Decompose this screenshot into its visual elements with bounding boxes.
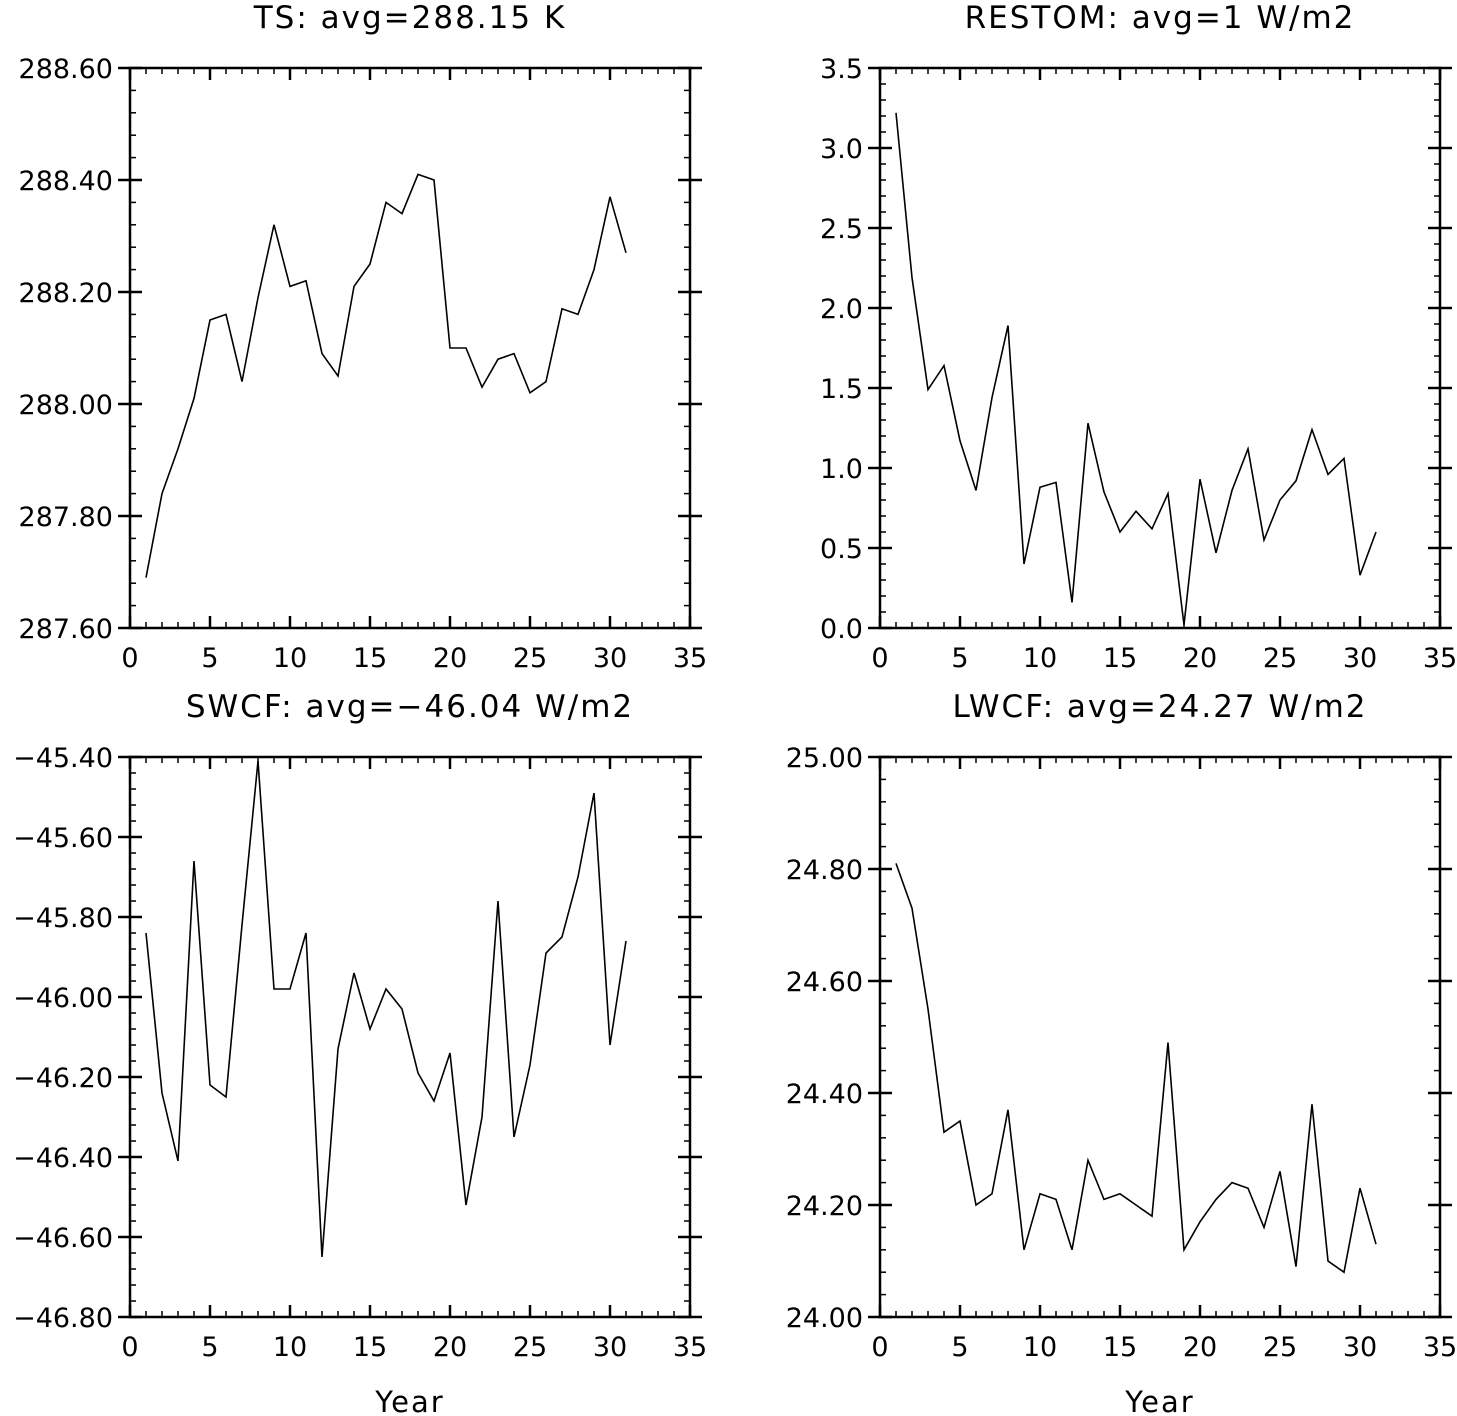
y-tick-label: 0.0 xyxy=(820,614,863,645)
x-tick-label: 25 xyxy=(513,643,547,674)
x-tick-label: 35 xyxy=(673,643,707,674)
y-tick-label: −45.60 xyxy=(13,823,113,854)
x-tick-label: 25 xyxy=(1263,643,1297,674)
x-tick-label: 5 xyxy=(951,643,968,674)
panel-swcf: SWCF: avg=−46.04 W/m2 0 5 10 15 20 25 30 35 −46.… xyxy=(13,689,707,1416)
y-tick-label: 24.20 xyxy=(786,1191,863,1222)
x-tick-label: 20 xyxy=(433,1332,467,1363)
series-line xyxy=(146,174,626,577)
x-tick-label: 5 xyxy=(201,643,218,674)
x-tick-label: 15 xyxy=(353,1332,387,1363)
x-tick-label: 30 xyxy=(1343,643,1377,674)
y-tick-label: −46.60 xyxy=(13,1223,113,1254)
series-line xyxy=(896,863,1376,1272)
x-tick-label: 10 xyxy=(1023,643,1057,674)
y-tick-label: 1.0 xyxy=(820,454,863,485)
y-tick-label: −46.20 xyxy=(13,1063,113,1094)
y-tick-label: −46.80 xyxy=(13,1303,113,1334)
plot-frame xyxy=(880,757,1440,1317)
x-tick-label: 35 xyxy=(1423,643,1457,674)
x-tick-label: 35 xyxy=(673,1332,707,1363)
y-tick-label: 0.5 xyxy=(820,534,863,565)
y-tick-label: 25.00 xyxy=(786,743,863,774)
plot-frame xyxy=(130,757,690,1317)
x-tick-label: 10 xyxy=(1023,1332,1057,1363)
x-tick-label: 30 xyxy=(593,643,627,674)
x-tick-label: 20 xyxy=(433,643,467,674)
panel-lwcf: LWCF: avg=24.27 W/m2 0 5 10 15 20 25 30 35 24.00… xyxy=(786,689,1457,1416)
x-tick-label: 0 xyxy=(871,1332,888,1363)
y-tick-label: 287.80 xyxy=(19,502,113,533)
y-tick-label: −46.40 xyxy=(13,1143,113,1174)
plot-frame xyxy=(130,68,690,628)
y-tick-label: 288.20 xyxy=(19,278,113,309)
panel-restom: RESTOM: avg=1 W/m2 0 5 10 15 20 25 30 35 0.0 0.5 1… xyxy=(820,0,1457,674)
panel-title: TS: avg=288.15 K xyxy=(253,0,567,36)
y-tick-label: 3.5 xyxy=(820,54,863,85)
y-tick-label: 288.40 xyxy=(19,166,113,197)
x-tick-label: 0 xyxy=(121,643,138,674)
x-tick-label: 30 xyxy=(1343,1332,1377,1363)
y-tick-label: 2.5 xyxy=(820,214,863,245)
x-tick-label: 25 xyxy=(1263,1332,1297,1363)
y-tick-label: 2.0 xyxy=(820,294,863,325)
x-tick-label: 25 xyxy=(513,1332,547,1363)
y-tick-label: 1.5 xyxy=(820,374,863,405)
y-tick-label: 3.0 xyxy=(820,134,863,165)
panel-title: RESTOM: avg=1 W/m2 xyxy=(965,0,1356,36)
x-tick-label: 20 xyxy=(1183,1332,1217,1363)
panel-ts: TS: avg=288.15 K 0 5 10 15 20 25 30 35 287.60 287… xyxy=(19,0,708,674)
x-tick-label: 5 xyxy=(951,1332,968,1363)
x-tick-label: 15 xyxy=(1103,1332,1137,1363)
y-tick-label: 288.00 xyxy=(19,390,113,421)
x-tick-label: 20 xyxy=(1183,643,1217,674)
y-tick-label: −45.40 xyxy=(13,743,113,774)
y-tick-label: −46.00 xyxy=(13,983,113,1014)
x-tick-label: 0 xyxy=(871,643,888,674)
x-tick-label: 35 xyxy=(1423,1332,1457,1363)
x-tick-label: 15 xyxy=(353,643,387,674)
panel-title: LWCF: avg=24.27 W/m2 xyxy=(952,689,1367,725)
y-tick-label: 24.80 xyxy=(786,855,863,886)
series-line xyxy=(146,761,626,1257)
y-tick-label: 287.60 xyxy=(19,614,113,645)
x-tick-label: 10 xyxy=(273,643,307,674)
x-tick-label: 10 xyxy=(273,1332,307,1363)
y-tick-label: −45.80 xyxy=(13,903,113,934)
x-axis-label: Year xyxy=(374,1385,444,1416)
x-tick-label: 30 xyxy=(593,1332,627,1363)
x-tick-label: 15 xyxy=(1103,643,1137,674)
y-tick-label: 24.40 xyxy=(786,1079,863,1110)
x-axis-label: Year xyxy=(1124,1385,1194,1416)
y-tick-label: 24.60 xyxy=(786,967,863,998)
y-tick-label: 288.60 xyxy=(19,54,113,85)
series-line xyxy=(896,113,1376,625)
x-tick-label: 5 xyxy=(201,1332,218,1363)
y-tick-label: 24.00 xyxy=(786,1303,863,1334)
x-tick-label: 0 xyxy=(121,1332,138,1363)
panel-title: SWCF: avg=−46.04 W/m2 xyxy=(186,689,634,725)
